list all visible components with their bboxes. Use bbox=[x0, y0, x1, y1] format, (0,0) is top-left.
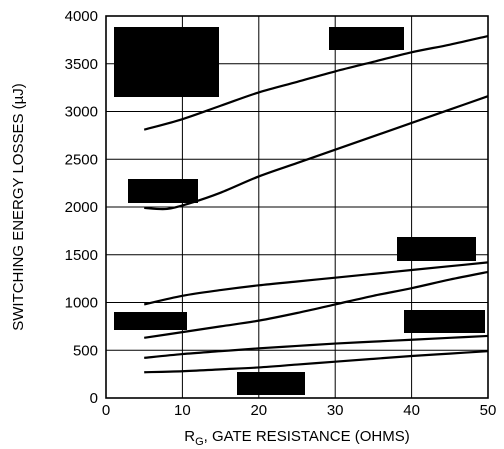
y-tick-label: 1500 bbox=[65, 247, 98, 264]
redaction-box bbox=[237, 372, 305, 395]
redaction-box bbox=[397, 237, 476, 261]
redaction-box bbox=[329, 27, 404, 50]
y-tick-label: 3000 bbox=[65, 104, 98, 121]
redaction-box bbox=[128, 179, 198, 203]
annotation-off: off bbox=[134, 316, 151, 333]
y-tick-label: 2000 bbox=[65, 199, 98, 216]
y-tick-label: 500 bbox=[73, 342, 98, 359]
series-line bbox=[143, 34, 489, 131]
x-tick-label: 40 bbox=[403, 402, 420, 419]
plot-frame bbox=[105, 15, 489, 399]
redaction-box bbox=[114, 312, 187, 330]
series-line bbox=[144, 350, 489, 374]
redaction-box bbox=[114, 27, 219, 97]
x-tick-label: 10 bbox=[174, 402, 191, 419]
series-line bbox=[144, 270, 489, 339]
series-line bbox=[144, 334, 489, 359]
series-lines bbox=[143, 34, 489, 374]
y-tick-label: 4000 bbox=[65, 8, 98, 25]
series-line bbox=[144, 95, 489, 211]
x-tick-label: 0 bbox=[102, 402, 110, 419]
x-axis-label: RG, GATE RESISTANCE (OHMS) bbox=[184, 428, 410, 448]
x-tick-label: 20 bbox=[250, 402, 267, 419]
y-axis-label: SWITCHING ENERGY LOSSES (µJ) bbox=[10, 83, 27, 331]
x-tick-label: 50 bbox=[480, 402, 497, 419]
x-tick-label: 30 bbox=[327, 402, 344, 419]
redactions bbox=[114, 27, 485, 395]
series-line bbox=[143, 261, 489, 306]
y-tick-label: 1000 bbox=[65, 295, 98, 312]
y-tick-label: 0 bbox=[90, 390, 98, 407]
redaction-box bbox=[404, 310, 485, 333]
tick-labels: 0 10 20 30 40 5005001000150020002500300035004… bbox=[65, 8, 497, 419]
y-tick-label: 2500 bbox=[65, 151, 98, 168]
y-tick-label: 3500 bbox=[65, 56, 98, 73]
